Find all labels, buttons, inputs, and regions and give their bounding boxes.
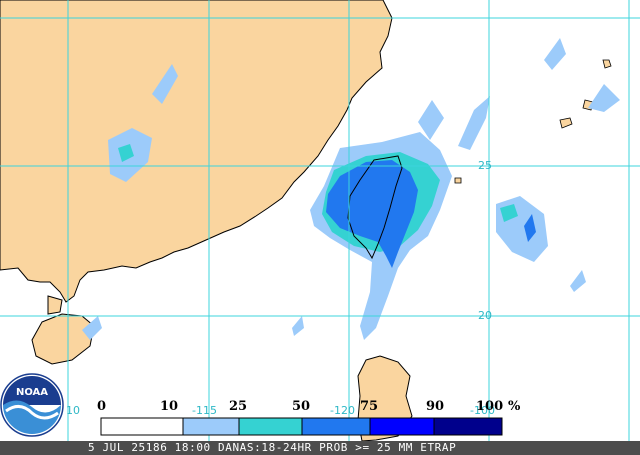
leizhou-peninsula: [47, 295, 63, 315]
legend-tick-25: 25: [229, 399, 248, 414]
ryukyu-islands: [454, 59, 612, 184]
mainland-landmass: [0, 0, 393, 303]
svg-text:NOAA: NOAA: [16, 387, 48, 398]
grid-label-lat-25: 25: [478, 159, 492, 172]
legend-tick-10: 10: [160, 399, 179, 414]
legend-colorbar: [100, 417, 503, 436]
legend-swatch-0-10: [100, 417, 184, 436]
legend-swatch-50-75: [301, 417, 371, 436]
legend-tick-0: 0: [97, 399, 107, 414]
rain-area-light-band: [82, 38, 620, 340]
grid-label-lat-20: 20: [478, 309, 492, 322]
rain-area-blue-extra: [524, 214, 536, 242]
legend-swatch-90-100: [433, 417, 503, 436]
hainan-island: [31, 313, 95, 365]
legend-swatch-10-25: [182, 417, 240, 436]
noaa-logo: NOAA: [0, 373, 64, 437]
caption-bar: 5 JUL 25186 18:00 DANAS:18-24HR PROB >= …: [0, 441, 640, 455]
grid-label-lon-115: -115: [192, 404, 217, 417]
legend-tick-50: 50: [292, 399, 311, 414]
legend-tick-75: 75: [360, 399, 379, 414]
taiwan-island: [347, 155, 403, 260]
grid-label-lat-10: 10: [66, 404, 80, 417]
legend-swatch-75-90: [369, 417, 435, 436]
lat-lon-grid: [0, 0, 640, 441]
map-caption: 5 JUL 25186 18:00 DANAS:18-24HR PROB >= …: [88, 441, 457, 454]
legend-unit: %: [508, 399, 521, 414]
legend-tick-100: 100: [476, 399, 504, 414]
legend-tick-90: 90: [426, 399, 445, 414]
legend-swatch-25-50: [238, 417, 303, 436]
grid-label-lon-120: -120: [330, 404, 355, 417]
grid-label-lon-100: -100: [470, 404, 495, 417]
